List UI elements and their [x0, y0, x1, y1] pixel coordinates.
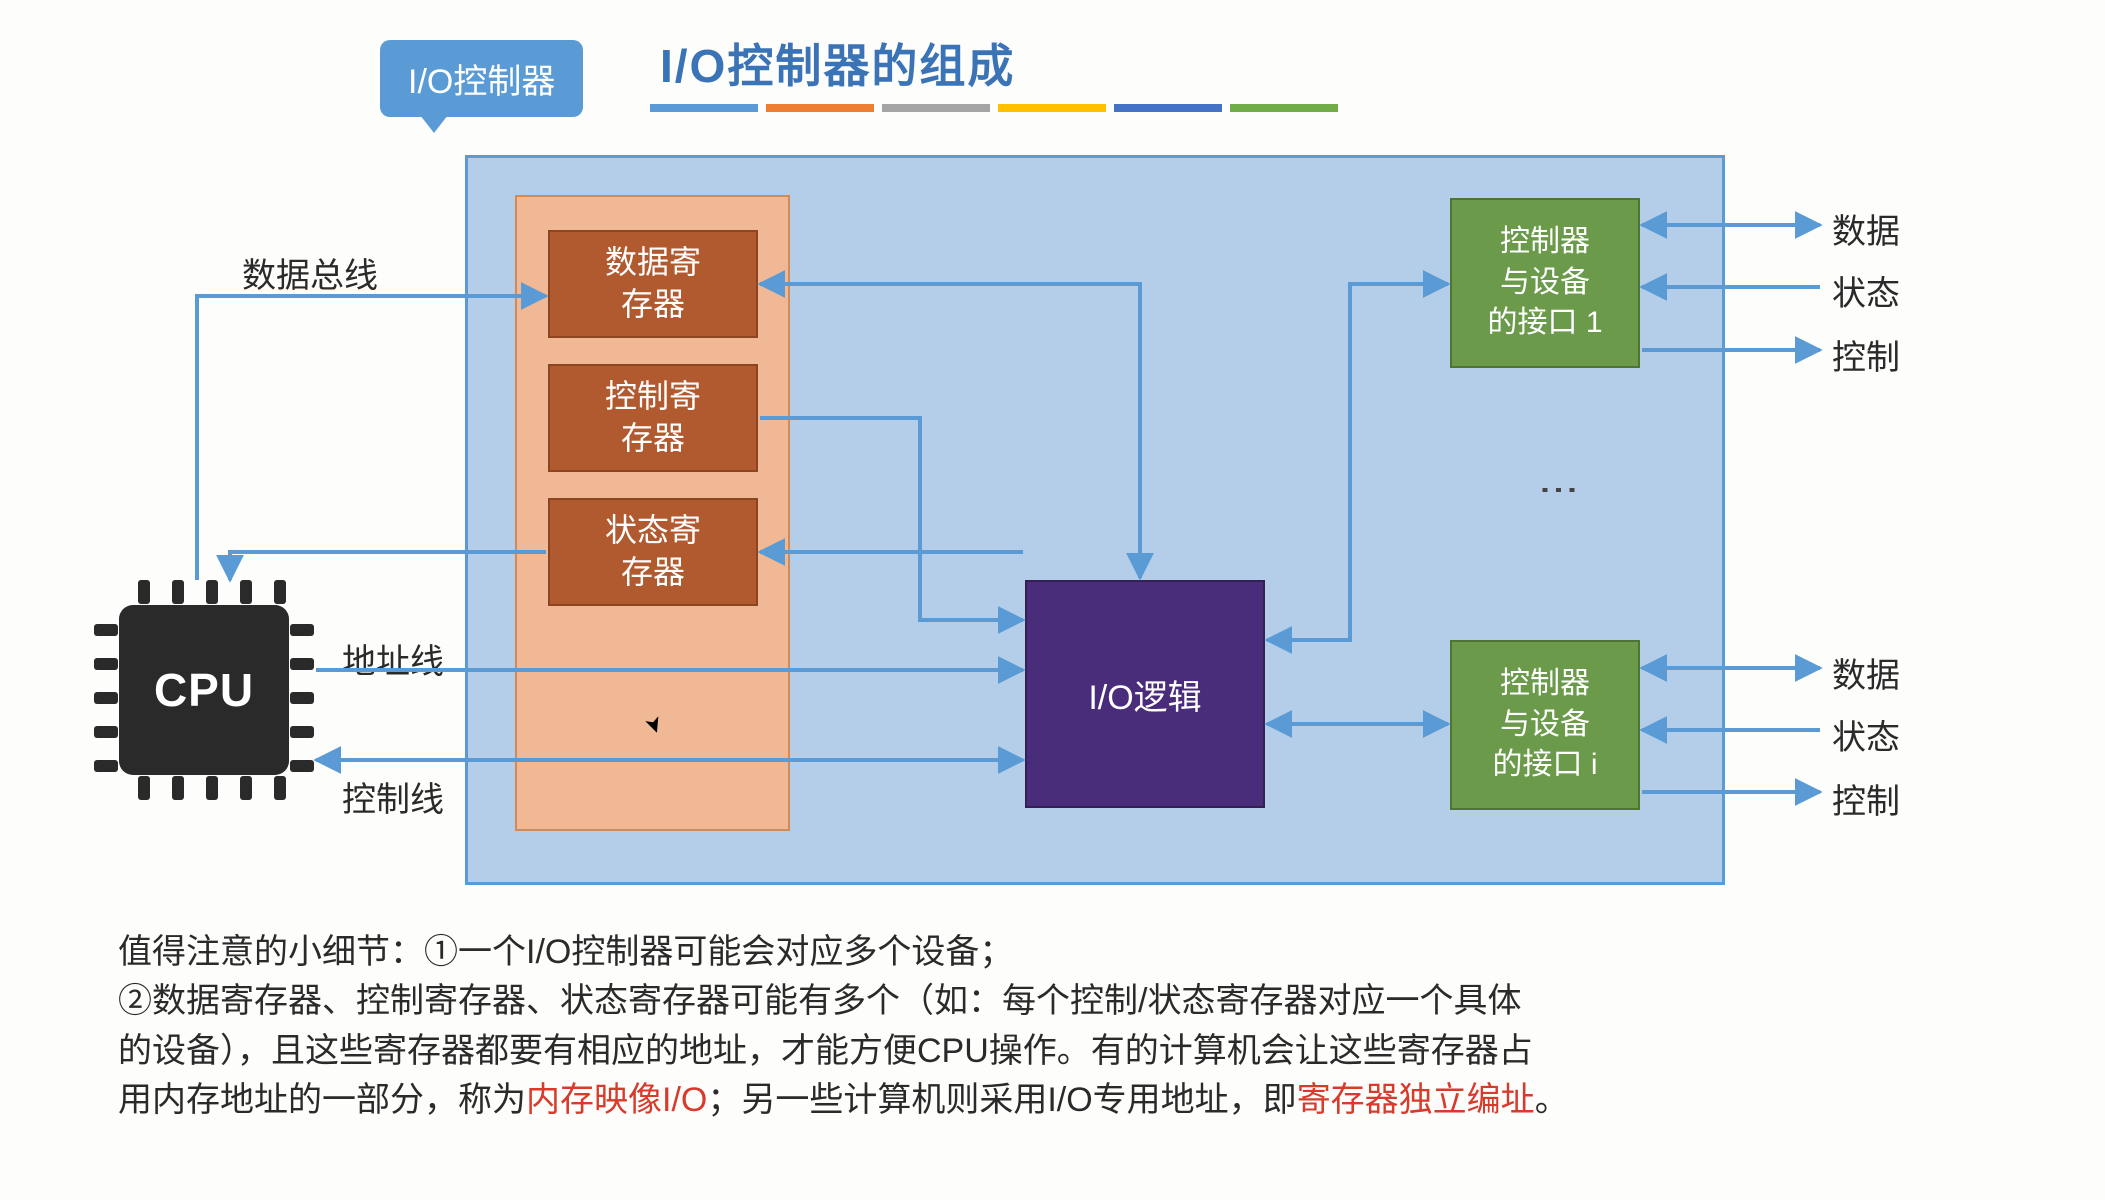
footnote-line-3: 用内存地址的一部分，称为内存映像I/O；另一些计算机则采用I/O专用地址，即寄存… — [118, 1076, 1569, 1125]
if1-data-label: 数据 — [1832, 204, 1900, 253]
register-status: 状态寄 存器 — [548, 498, 758, 606]
footnote-line-2b: 的设备），且这些寄存器都要有相应的地址，才能方便CPU操作。有的计算机会让这些寄… — [118, 1027, 1569, 1076]
register-status-label: 状态寄 存器 — [605, 510, 701, 593]
register-ctrl-label: 控制寄 存器 — [605, 376, 701, 459]
bar-4 — [998, 104, 1106, 112]
register-ctrl: 控制寄 存器 — [548, 364, 758, 472]
label-data-bus: 数据总线 — [242, 248, 378, 297]
if1-ctrl-label: 控制 — [1832, 330, 1900, 379]
bar-3 — [882, 104, 990, 112]
badge-io-controller: I/O控制器 — [380, 40, 583, 117]
if1-status-label: 状态 — [1832, 266, 1900, 315]
ifi-status-label: 状态 — [1832, 710, 1900, 759]
footnote-3c: 。 — [1535, 1081, 1569, 1119]
bar-5 — [1114, 104, 1222, 112]
bar-6 — [1230, 104, 1338, 112]
footnote-red-2: 寄存器独立编址 — [1297, 1081, 1535, 1119]
ellipsis-dots: ⋮ — [1536, 470, 1582, 516]
footnote-line-1: 值得注意的小细节：①一个I/O控制器可能会对应多个设备； — [118, 928, 1569, 977]
interface-1-label: 控制器 与设备 的接口 1 — [1487, 222, 1602, 344]
ifi-data-label: 数据 — [1832, 648, 1900, 697]
bar-1 — [650, 104, 758, 112]
cpu-label: CPU — [119, 605, 289, 775]
label-ctrl-bus: 控制线 — [342, 772, 444, 821]
footnote-line-2a: ②数据寄存器、控制寄存器、状态寄存器可能有多个（如：每个控制/状态寄存器对应一个… — [118, 977, 1569, 1026]
label-addr-bus: 地址线 — [342, 634, 444, 683]
interface-1: 控制器 与设备 的接口 1 — [1450, 198, 1640, 368]
ifi-ctrl-label: 控制 — [1832, 774, 1900, 823]
interface-i-label: 控制器 与设备 的接口 i — [1493, 664, 1598, 786]
interface-i: 控制器 与设备 的接口 i — [1450, 640, 1640, 810]
cpu-chip: CPU — [94, 580, 314, 800]
page-title: I/O控制器的组成 — [660, 30, 1015, 96]
io-logic: I/O逻辑 — [1025, 580, 1265, 808]
footnote-red-1: 内存映像I/O — [526, 1081, 707, 1119]
footnote: 值得注意的小细节：①一个I/O控制器可能会对应多个设备； ②数据寄存器、控制寄存… — [118, 928, 1569, 1125]
bar-2 — [766, 104, 874, 112]
register-data-label: 数据寄 存器 — [605, 242, 701, 325]
footnote-3b: ；另一些计算机则采用I/O专用地址，即 — [707, 1081, 1296, 1119]
register-data: 数据寄 存器 — [548, 230, 758, 338]
footnote-3a: 用内存地址的一部分，称为 — [118, 1081, 526, 1119]
title-underline — [650, 104, 1338, 112]
